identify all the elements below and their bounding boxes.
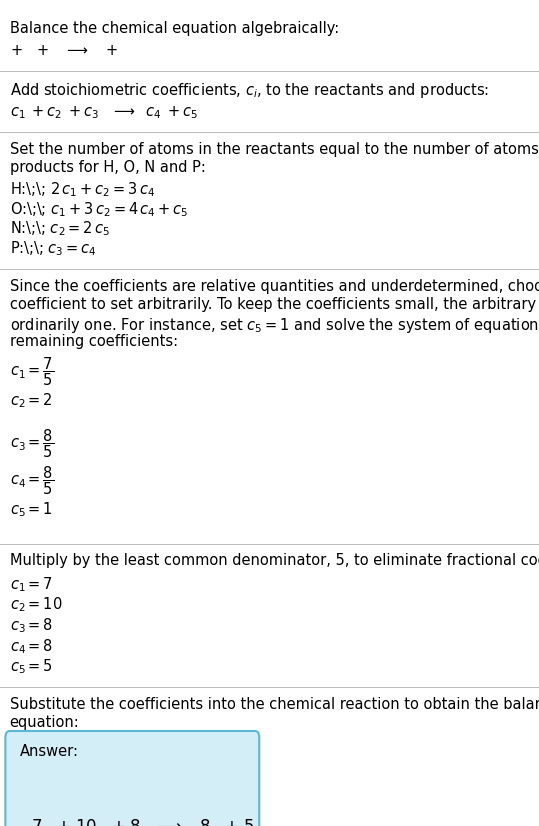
Text: $c_3 = \dfrac{8}{5}$: $c_3 = \dfrac{8}{5}$: [10, 428, 54, 460]
Text: Multiply by the least common denominator, 5, to eliminate fractional coefficient: Multiply by the least common denominator…: [10, 553, 539, 568]
Text: Substitute the coefficients into the chemical reaction to obtain the balanced: Substitute the coefficients into the che…: [10, 697, 539, 712]
Text: P:\;\; $c_3 = c_4$: P:\;\; $c_3 = c_4$: [10, 240, 96, 259]
Text: $c_2 = 10$: $c_2 = 10$: [10, 596, 63, 615]
Text: products for H, O, N and P:: products for H, O, N and P:: [10, 160, 205, 175]
Text: Since the coefficients are relative quantities and underdetermined, choose a: Since the coefficients are relative quan…: [10, 279, 539, 294]
Text: equation:: equation:: [10, 715, 79, 730]
FancyBboxPatch shape: [5, 731, 259, 826]
Text: $c_1 = \dfrac{7}{5}$: $c_1 = \dfrac{7}{5}$: [10, 355, 54, 387]
Text: $c_4 = 8$: $c_4 = 8$: [10, 637, 53, 656]
Text: H:\;\; $2\,c_1 + c_2 = 3\,c_4$: H:\;\; $2\,c_1 + c_2 = 3\,c_4$: [10, 180, 155, 199]
Text: ordinarily one. For instance, set $c_5 = 1$ and solve the system of equations fo: ordinarily one. For instance, set $c_5 =…: [10, 316, 539, 335]
Text: $c_5 = 1$: $c_5 = 1$: [10, 501, 52, 520]
Text: O:\;\; $c_1 + 3\,c_2 = 4\,c_4 + c_5$: O:\;\; $c_1 + 3\,c_2 = 4\,c_4 + c_5$: [10, 200, 188, 219]
Text: $c_4 = \dfrac{8}{5}$: $c_4 = \dfrac{8}{5}$: [10, 464, 54, 496]
Text: N:\;\; $c_2 = 2\,c_5$: N:\;\; $c_2 = 2\,c_5$: [10, 220, 110, 239]
Text: Answer:: Answer:: [19, 744, 78, 759]
Text: $7\;$  $+\;10\;$  $+\;8\;\;$ $\longrightarrow$ $\;\;8\;$  $+\;5$: $7\;$ $+\;10\;$ $+\;8\;\;$ $\longrightar…: [31, 819, 254, 826]
Text: $+\;\;\; + \;\;\; \longrightarrow \;\;\; +$: $+\;\;\; + \;\;\; \longrightarrow \;\;\;…: [10, 43, 118, 58]
Text: $c_1 \;+c_2 \;+c_3 \;\;\; \longrightarrow \;\; c_4 \;+c_5$: $c_1 \;+c_2 \;+c_3 \;\;\; \longrightarro…: [10, 104, 198, 121]
Text: remaining coefficients:: remaining coefficients:: [10, 334, 178, 349]
Text: $c_5 = 5$: $c_5 = 5$: [10, 657, 53, 676]
Text: Set the number of atoms in the reactants equal to the number of atoms in the: Set the number of atoms in the reactants…: [10, 142, 539, 157]
Text: $c_3 = 8$: $c_3 = 8$: [10, 616, 53, 635]
Text: coefficient to set arbitrarily. To keep the coefficients small, the arbitrary va: coefficient to set arbitrarily. To keep …: [10, 297, 539, 312]
Text: Balance the chemical equation algebraically:: Balance the chemical equation algebraica…: [10, 21, 339, 36]
Text: Add stoichiometric coefficients, $c_i$, to the reactants and products:: Add stoichiometric coefficients, $c_i$, …: [10, 81, 489, 100]
Text: $c_1 = 7$: $c_1 = 7$: [10, 575, 53, 594]
Text: $c_2 = 2$: $c_2 = 2$: [10, 392, 52, 411]
